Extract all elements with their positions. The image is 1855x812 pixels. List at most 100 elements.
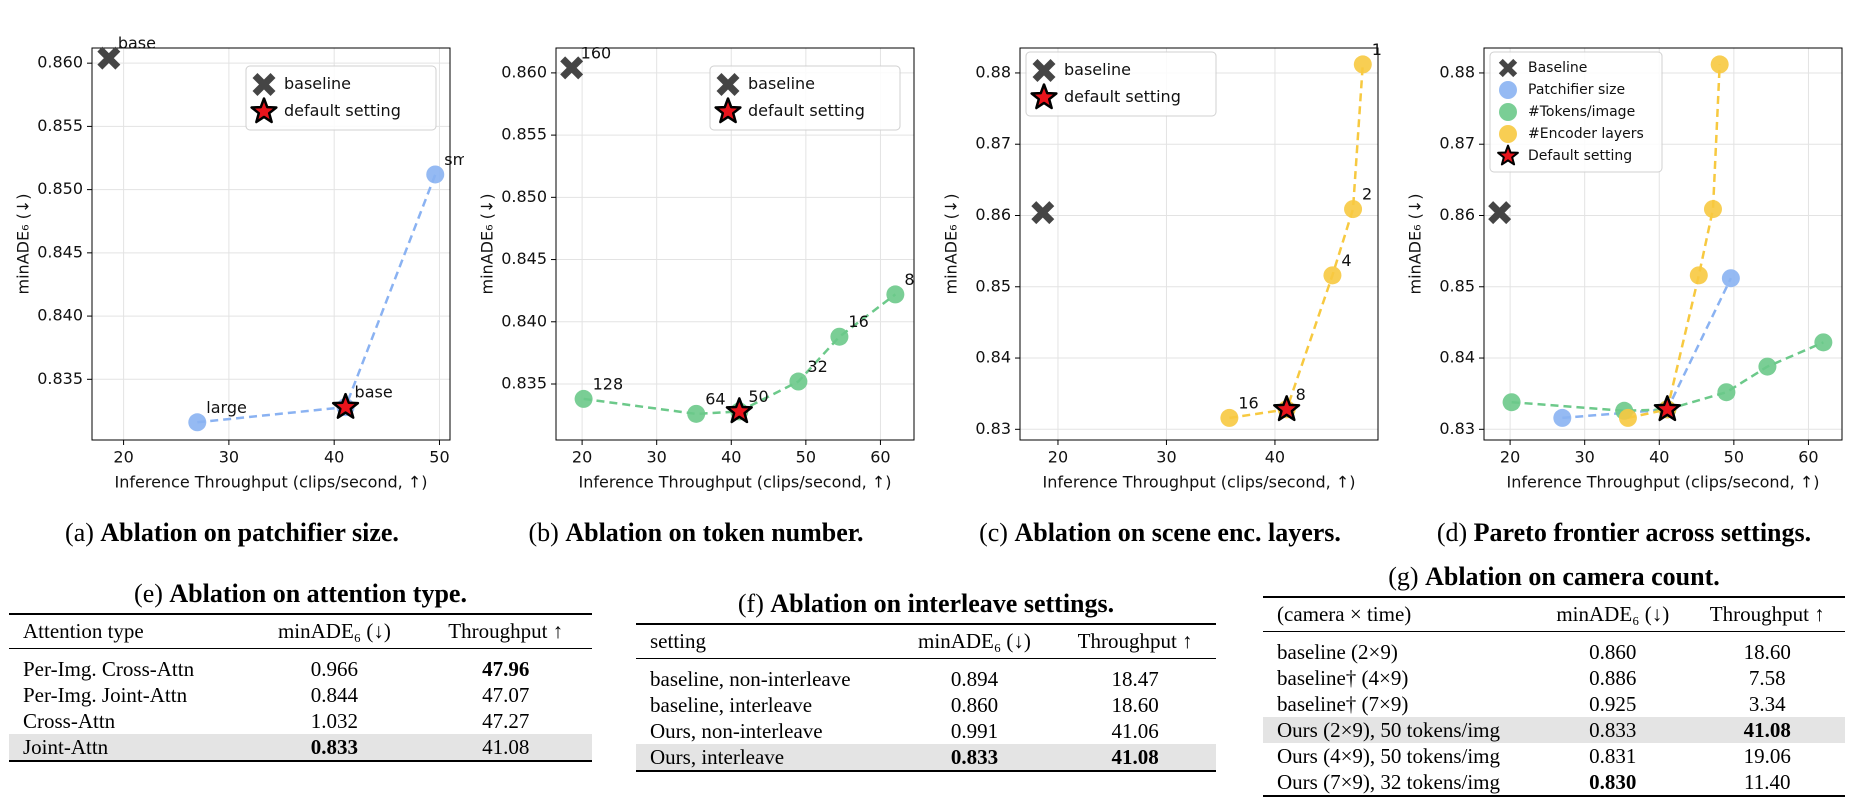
point-label: 32 [807,357,827,376]
point-label: 2 [1362,185,1372,204]
legend-box [1025,51,1217,117]
x-tick-label: 30 [1575,448,1595,467]
y-axis-label: minADE₆ (↓) [942,194,961,295]
table-cell: 0.860 [950,693,999,717]
point-label: 4 [1341,251,1351,270]
table-cell: Per-Img. Cross-Attn [23,657,195,681]
point-label: small [444,150,464,169]
column-header: setting [636,623,895,659]
y-tick-label: 0.855 [37,116,83,135]
table-cell: 19.06 [1743,744,1791,768]
table-cell: 18.47 [1111,667,1159,691]
point-label: large [206,398,247,417]
table-cell: 41.08 [1054,744,1216,772]
caption-label: (g) [1388,562,1419,591]
y-tick-label: 0.845 [37,242,83,261]
data-point [331,392,360,419]
x-tick-label: 20 [1048,448,1068,467]
table-row: Ours (7×9), 32 tokens/img 0.830 11.40 [1263,769,1845,797]
caption-label: (b) [528,518,559,547]
table-cell: Ours (4×9), 50 tokens/img [1277,744,1500,768]
data-point [426,165,445,184]
data-point [574,389,593,408]
legend-marker [714,97,742,124]
chart-caption: (b) Ablation on token number. [464,518,928,548]
series-line [1562,277,1733,420]
table: Attention type minADE₆ (↓) Throughput ↑ Per… [9,613,592,762]
table-cell: 7.58 [1748,666,1786,690]
table-cell: 0.831 [1589,744,1637,768]
legend-marker [1498,58,1518,78]
chart: 20 30 40 50 0.835 0.840 0.845 0.850 0.855 0.860 In… [14,34,465,492]
chart-caption: (d) Pareto frontier across settings. [1392,518,1855,548]
table-row: baseline, non-interleave 0.894 18.47 [636,659,1216,693]
legend-marker [252,73,276,96]
plot-frame [1019,47,1379,441]
table-cell: 41.06 [1111,719,1159,743]
y-axis-label: minADE₆ (↓) [478,194,497,295]
table-block: (f) Ablation on interleave settings. sett… [636,589,1216,772]
chart: 20 30 40 50 60 0.835 0.840 0.845 0.850 0.855 0.860… [478,43,915,491]
table-cell: 0.860 [1589,640,1637,664]
table-body: baseline, non-interleave 0.894 18.47 baseli… [636,659,1216,772]
data-point [1703,200,1722,219]
legend-marker [250,97,278,124]
header-row: Attention type minADE₆ (↓) Throughput ↑ [9,613,592,649]
data-point [1031,201,1055,225]
caption-title: Ablation on attention type. [169,579,467,608]
data-point [1353,55,1372,74]
chart: 20 30 40 0.83 0.84 0.85 0.86 0.87 0.88 Inference … [942,40,1382,492]
caption-label: (e) [134,579,163,608]
table-row: baseline (2×9) 0.860 18.60 [1263,632,1845,666]
table-body: Per-Img. Cross-Attn 0.966 47.96 Per-Img. Jo… [9,649,592,762]
y-tick-label: 0.83 [975,419,1011,438]
data-point [1618,408,1637,427]
legend-marker [1030,83,1058,110]
table-head: (camera × time) minADE₆ (↓) Throughput ↑ [1263,596,1845,632]
data-point [1717,383,1736,402]
x-tick-label: 40 [324,448,344,467]
table-row: Ours, non-interleave 0.991 41.06 [636,718,1216,744]
table-cell: Ours (2×9), 50 tokens/img [1263,717,1537,743]
data-point [1814,333,1833,352]
table-cell: 3.34 [1748,692,1786,716]
y-tick-label: 0.840 [501,311,547,330]
y-tick-label: 0.87 [1439,134,1475,153]
point-label: 50 [748,387,768,406]
x-tick-label: 60 [1798,448,1818,467]
legend-label: default setting [748,101,865,120]
table-cell: 18.60 [1743,640,1791,664]
table-cell: 41.08 [419,734,592,762]
legend-label: baseline [1064,60,1131,79]
data-point [97,46,121,70]
table-row: Ours (2×9), 50 tokens/img 0.833 41.08 [1263,717,1845,743]
column-header: Throughput ↑ [1054,623,1216,659]
data-point [1721,269,1740,288]
legend-box [245,65,437,131]
table-cell: baseline (2×9) [1277,640,1398,664]
table-cell: 18.60 [1111,693,1159,717]
legend-label: default setting [1064,87,1181,106]
series-line [1229,64,1365,420]
column-header: minADE₆ (↓) [894,623,1055,659]
table-head: Attention type minADE₆ (↓) Throughput ↑ [9,613,592,649]
x-tick-label: 30 [647,448,667,467]
series-line [1511,341,1824,413]
table-cell: 0.886 [1589,666,1637,690]
data-point [1344,200,1363,219]
caption-label: (f) [737,589,764,618]
data-point [1502,393,1521,412]
data-point [687,404,706,423]
legend-label: default setting [284,101,401,120]
x-tick-label: 50 [1724,448,1744,467]
table: (camera × time) minADE₆ (↓) Throughput ↑ ba… [1263,596,1845,797]
point-label: base [118,34,156,53]
x-tick-label: 40 [721,448,741,467]
data-point [1689,266,1708,285]
y-tick-label: 0.86 [975,205,1011,224]
data-point [188,413,207,432]
data-point [1488,201,1512,225]
table-cell: 1.032 [310,709,359,733]
legend-marker [1499,125,1517,143]
legend-marker [1497,144,1519,166]
